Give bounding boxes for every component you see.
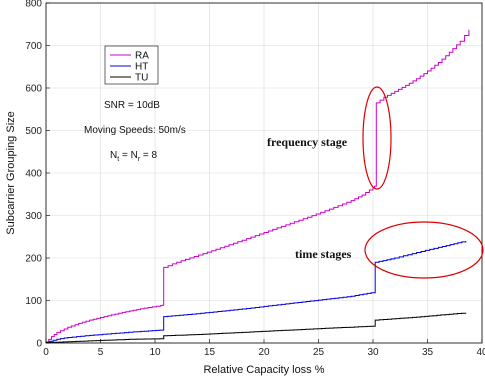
x-tick-label: 20 bbox=[258, 347, 270, 358]
speed-annotation: Moving Speeds: 50m/s bbox=[84, 125, 186, 136]
frequency-stage-label: frequency stage bbox=[267, 135, 348, 149]
antenna-val: = 8 bbox=[140, 150, 157, 161]
y-tick-label: 800 bbox=[25, 0, 42, 10]
series-line-ra bbox=[46, 29, 470, 343]
frequency-stage-ellipse bbox=[362, 86, 392, 190]
y-tick-label: 500 bbox=[25, 126, 42, 137]
antenna-r-sub: r bbox=[138, 156, 141, 163]
y-tick-label: 200 bbox=[25, 254, 42, 265]
legend: RA HT TU bbox=[104, 45, 159, 85]
x-tick-label: 0 bbox=[43, 347, 49, 358]
y-tick-label: 700 bbox=[25, 41, 42, 52]
time-stages-ellipse bbox=[364, 221, 484, 279]
antenna-eq: = N bbox=[119, 150, 138, 161]
legend-label-tu: TU bbox=[135, 73, 148, 84]
antenna-annotation: Nt = Nr = 8 bbox=[110, 150, 158, 163]
x-axis-title: Relative Capacity loss % bbox=[203, 364, 324, 376]
snr-annotation: SNR = 10dB bbox=[104, 100, 160, 111]
legend-label-ra: RA bbox=[135, 51, 149, 62]
x-tick-label: 35 bbox=[422, 347, 434, 358]
y-tick-label: 100 bbox=[25, 296, 42, 307]
y-axis-title: Subcarrier Grouping Size bbox=[5, 111, 17, 235]
x-tick-label: 5 bbox=[98, 347, 104, 358]
legend-label-ht: HT bbox=[135, 62, 148, 73]
x-tick-label: 25 bbox=[313, 347, 325, 358]
x-tick-label: 10 bbox=[149, 347, 161, 358]
legend-box bbox=[104, 45, 159, 85]
x-tick-label: 15 bbox=[204, 347, 216, 358]
y-tick-label: 400 bbox=[25, 169, 42, 180]
antenna-t-sub: t bbox=[117, 156, 119, 163]
series-line-tu bbox=[46, 312, 467, 344]
y-tick-label: 300 bbox=[25, 211, 42, 222]
y-tick-label: 0 bbox=[36, 339, 42, 350]
y-tick-label: 600 bbox=[25, 84, 42, 95]
time-stages-label: time stages bbox=[295, 247, 352, 261]
axis-ticks: 0 5 10 15 20 25 30 35 40010020030040050060070080… bbox=[25, 0, 485, 358]
series-lines bbox=[46, 29, 470, 344]
antenna-n: N bbox=[110, 150, 117, 161]
x-tick-label: 30 bbox=[367, 347, 379, 358]
x-tick-label: 40 bbox=[476, 347, 485, 358]
series-line-ht bbox=[46, 241, 467, 343]
